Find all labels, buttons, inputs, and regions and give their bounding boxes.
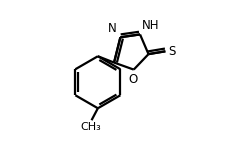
Text: NH: NH [141,19,159,32]
Text: O: O [129,73,138,86]
Text: N: N [108,22,116,35]
Text: CH₃: CH₃ [80,122,101,132]
Text: S: S [169,45,176,58]
